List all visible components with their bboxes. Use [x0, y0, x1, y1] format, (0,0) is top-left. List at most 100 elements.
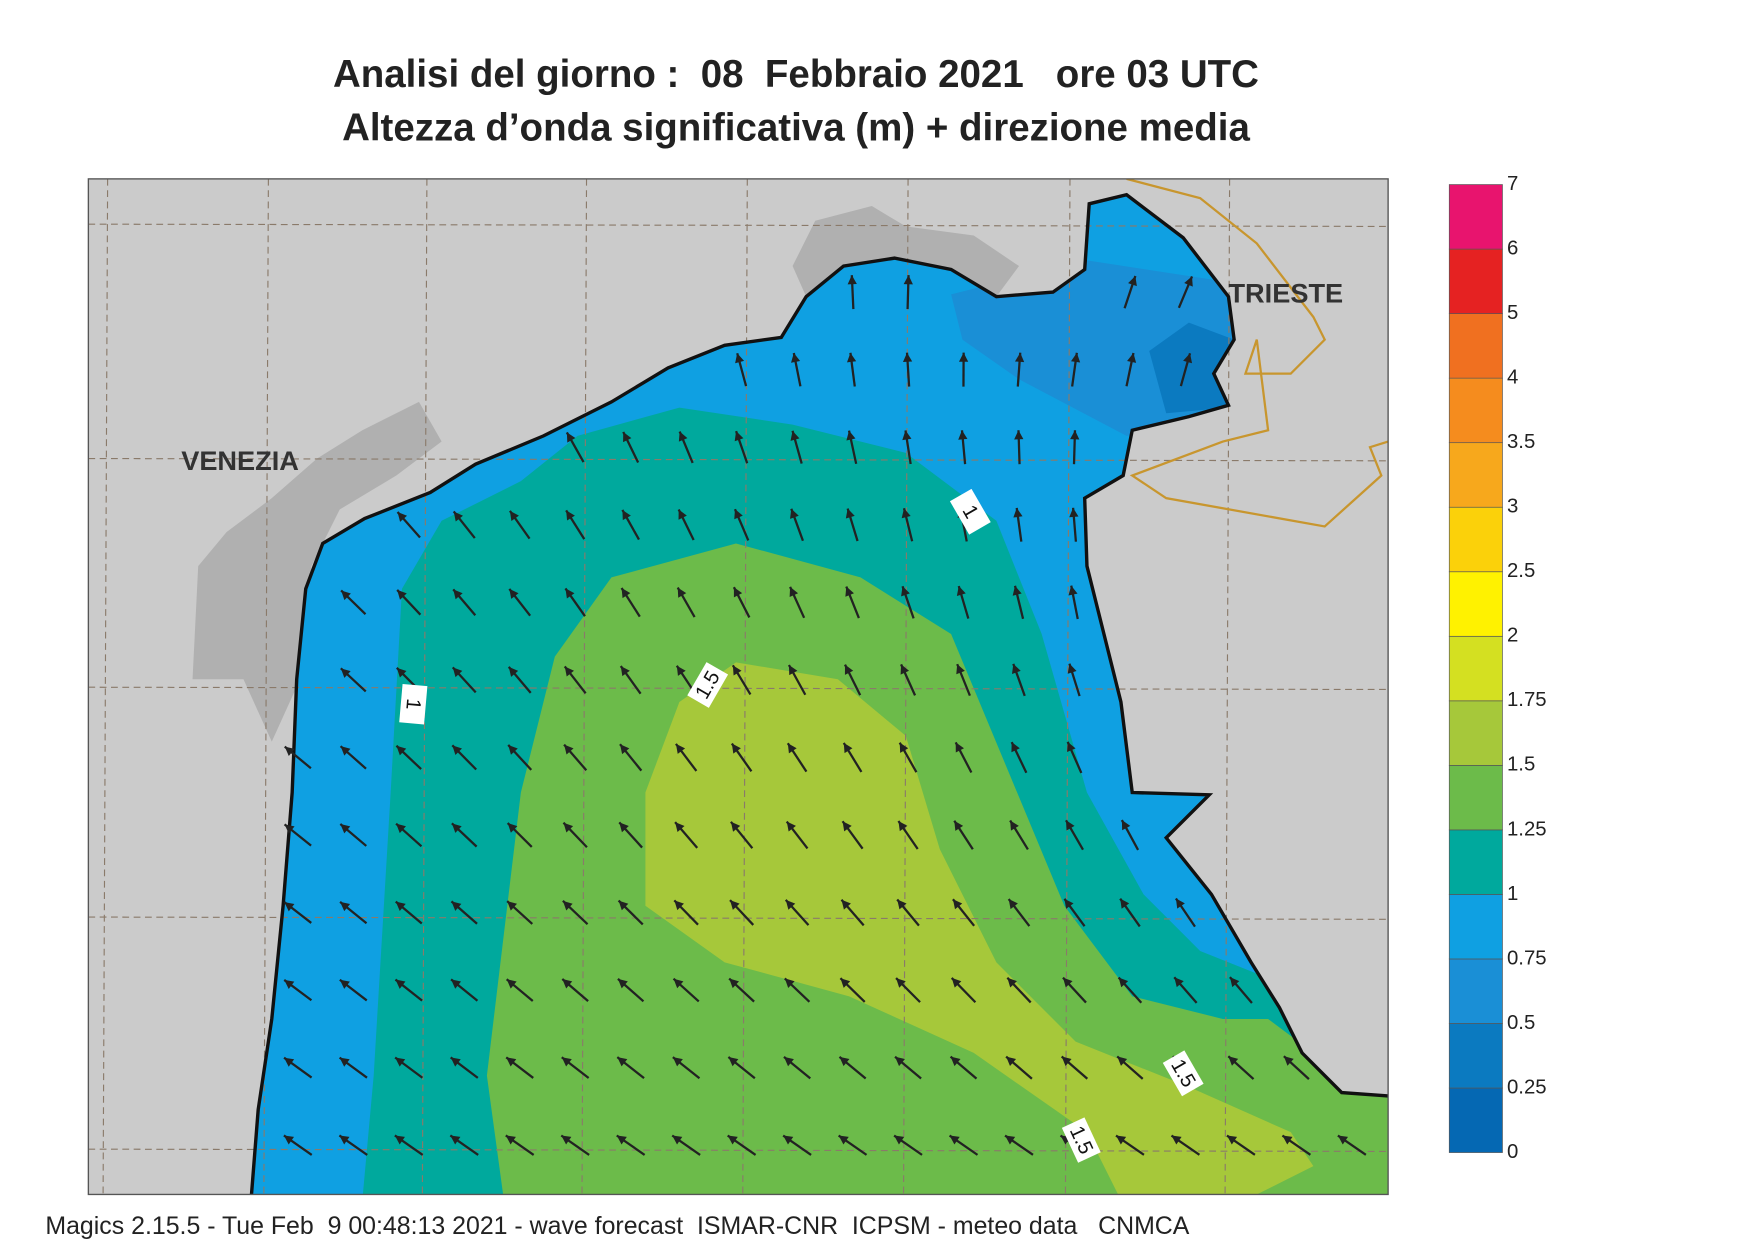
arrow-head: [453, 589, 463, 600]
arrow-head: [1008, 899, 1018, 910]
wave-arrow: [561, 1056, 590, 1079]
wave-arrow: [1123, 275, 1137, 309]
colorbar-segment: [1448, 894, 1503, 960]
wave-arrow: [1060, 1055, 1089, 1080]
arrow-head: [673, 978, 684, 989]
colorbar-segment: [1448, 700, 1503, 766]
wave-arrow: [1068, 585, 1079, 620]
arrow-head: [727, 1135, 738, 1145]
arrow-head: [675, 743, 686, 754]
wave-arrow: [678, 431, 694, 464]
wave-arrow: [783, 1056, 811, 1080]
arrow-head: [566, 432, 576, 443]
wave-arrow: [842, 742, 863, 773]
contour-label-box: [1162, 1050, 1204, 1097]
arrow-head: [564, 666, 574, 677]
contour-label: 1: [949, 488, 991, 535]
arrow-head: [284, 902, 295, 912]
arrow-head: [618, 900, 629, 911]
wave-arrow: [895, 977, 921, 1003]
arrow-head: [783, 1135, 794, 1145]
arrow-head: [284, 824, 295, 834]
wave-arrow: [560, 1134, 590, 1156]
wave-arrow: [395, 744, 422, 770]
arrow-head: [563, 822, 574, 833]
wave-arrow: [1066, 741, 1083, 774]
wave-arrow: [846, 352, 857, 387]
wave-arrow: [784, 899, 810, 926]
arrow-head: [845, 508, 855, 519]
graticule: [88, 686, 1389, 691]
colorbar-label: 0.25: [1507, 1076, 1547, 1098]
colorbar-segment: [1448, 184, 1503, 250]
wave-arrow: [339, 745, 367, 770]
arrow-head: [620, 744, 630, 755]
arrow-head: [1014, 430, 1024, 440]
arrow-head: [951, 977, 962, 988]
wave-arrow: [1065, 819, 1084, 851]
arrow-head: [1174, 977, 1184, 988]
arrow-head: [1116, 1135, 1127, 1145]
wave-arrow: [452, 510, 476, 539]
wave-arrow: [845, 508, 859, 542]
arrow-head: [731, 743, 741, 754]
arrow-head: [786, 821, 796, 832]
wave-arrow: [952, 898, 976, 927]
arrow-head: [900, 664, 910, 675]
arrow-head: [678, 431, 688, 442]
colorbar-label: 1.25: [1507, 818, 1547, 840]
colorbar-segment: [1448, 571, 1503, 637]
arrow-head: [902, 352, 913, 363]
colorbar: 0 0.25 0.5 0.75 1 1.25 1.5 1.75 2 2.5 3 3.5 4 5 6 7: [1448, 173, 1547, 1163]
graticule: [88, 223, 1389, 228]
arrow-head: [339, 1135, 350, 1145]
arrow-head: [898, 820, 908, 832]
arrow-head: [785, 899, 796, 910]
arrow-head: [1012, 663, 1021, 674]
colorbar-label: 5: [1507, 302, 1518, 324]
wave-arrow: [838, 1055, 867, 1080]
wave-arrow: [507, 744, 533, 771]
arrow-head: [396, 667, 407, 678]
wave-arrow: [903, 275, 913, 310]
wave-zone: [1149, 322, 1235, 414]
wave-arrow: [395, 900, 423, 925]
arrow-head: [283, 1135, 294, 1145]
arrow-head: [451, 823, 462, 833]
arrow-head: [732, 665, 742, 676]
contour-label: 1: [399, 683, 428, 725]
place-label: VENEZIA: [181, 445, 299, 476]
footer: Magics 2.15.5 - Tue Feb 9 00:48:13 2021 …: [45, 1212, 1189, 1240]
arrow-head: [452, 745, 462, 756]
wave-arrow: [283, 1056, 313, 1079]
arrow-head: [845, 586, 854, 597]
colorbar-label: 0.5: [1507, 1012, 1535, 1034]
wave-arrow: [339, 978, 368, 1002]
arrow-head: [846, 430, 856, 441]
colorbar-segment: [1448, 313, 1503, 379]
arrow-head: [1184, 276, 1193, 287]
arrow-head: [899, 742, 909, 753]
arrow-head: [728, 1057, 739, 1067]
arrow-head: [1171, 1135, 1182, 1145]
arrow-head: [506, 1057, 517, 1067]
colorbar-label: 1.75: [1507, 689, 1547, 711]
arrow-head: [1007, 977, 1017, 988]
arrow-head: [788, 664, 798, 676]
wave-arrow: [730, 742, 753, 772]
wave-arrow: [1063, 898, 1086, 927]
colorbar-label: 0.75: [1507, 947, 1547, 969]
wave-arrow: [505, 978, 534, 1002]
arrow-head: [844, 664, 854, 675]
contour-label-box: [1061, 1117, 1101, 1163]
arrow-head: [1006, 1056, 1017, 1067]
wave-arrow: [956, 585, 970, 619]
wave-arrow: [617, 899, 644, 926]
arrow-head: [954, 820, 964, 831]
wave-arrow: [897, 820, 919, 850]
arrow-head: [1064, 898, 1074, 909]
map-frame: [87, 178, 1389, 1196]
arrow-head: [675, 822, 685, 833]
arrow-head: [397, 589, 407, 600]
